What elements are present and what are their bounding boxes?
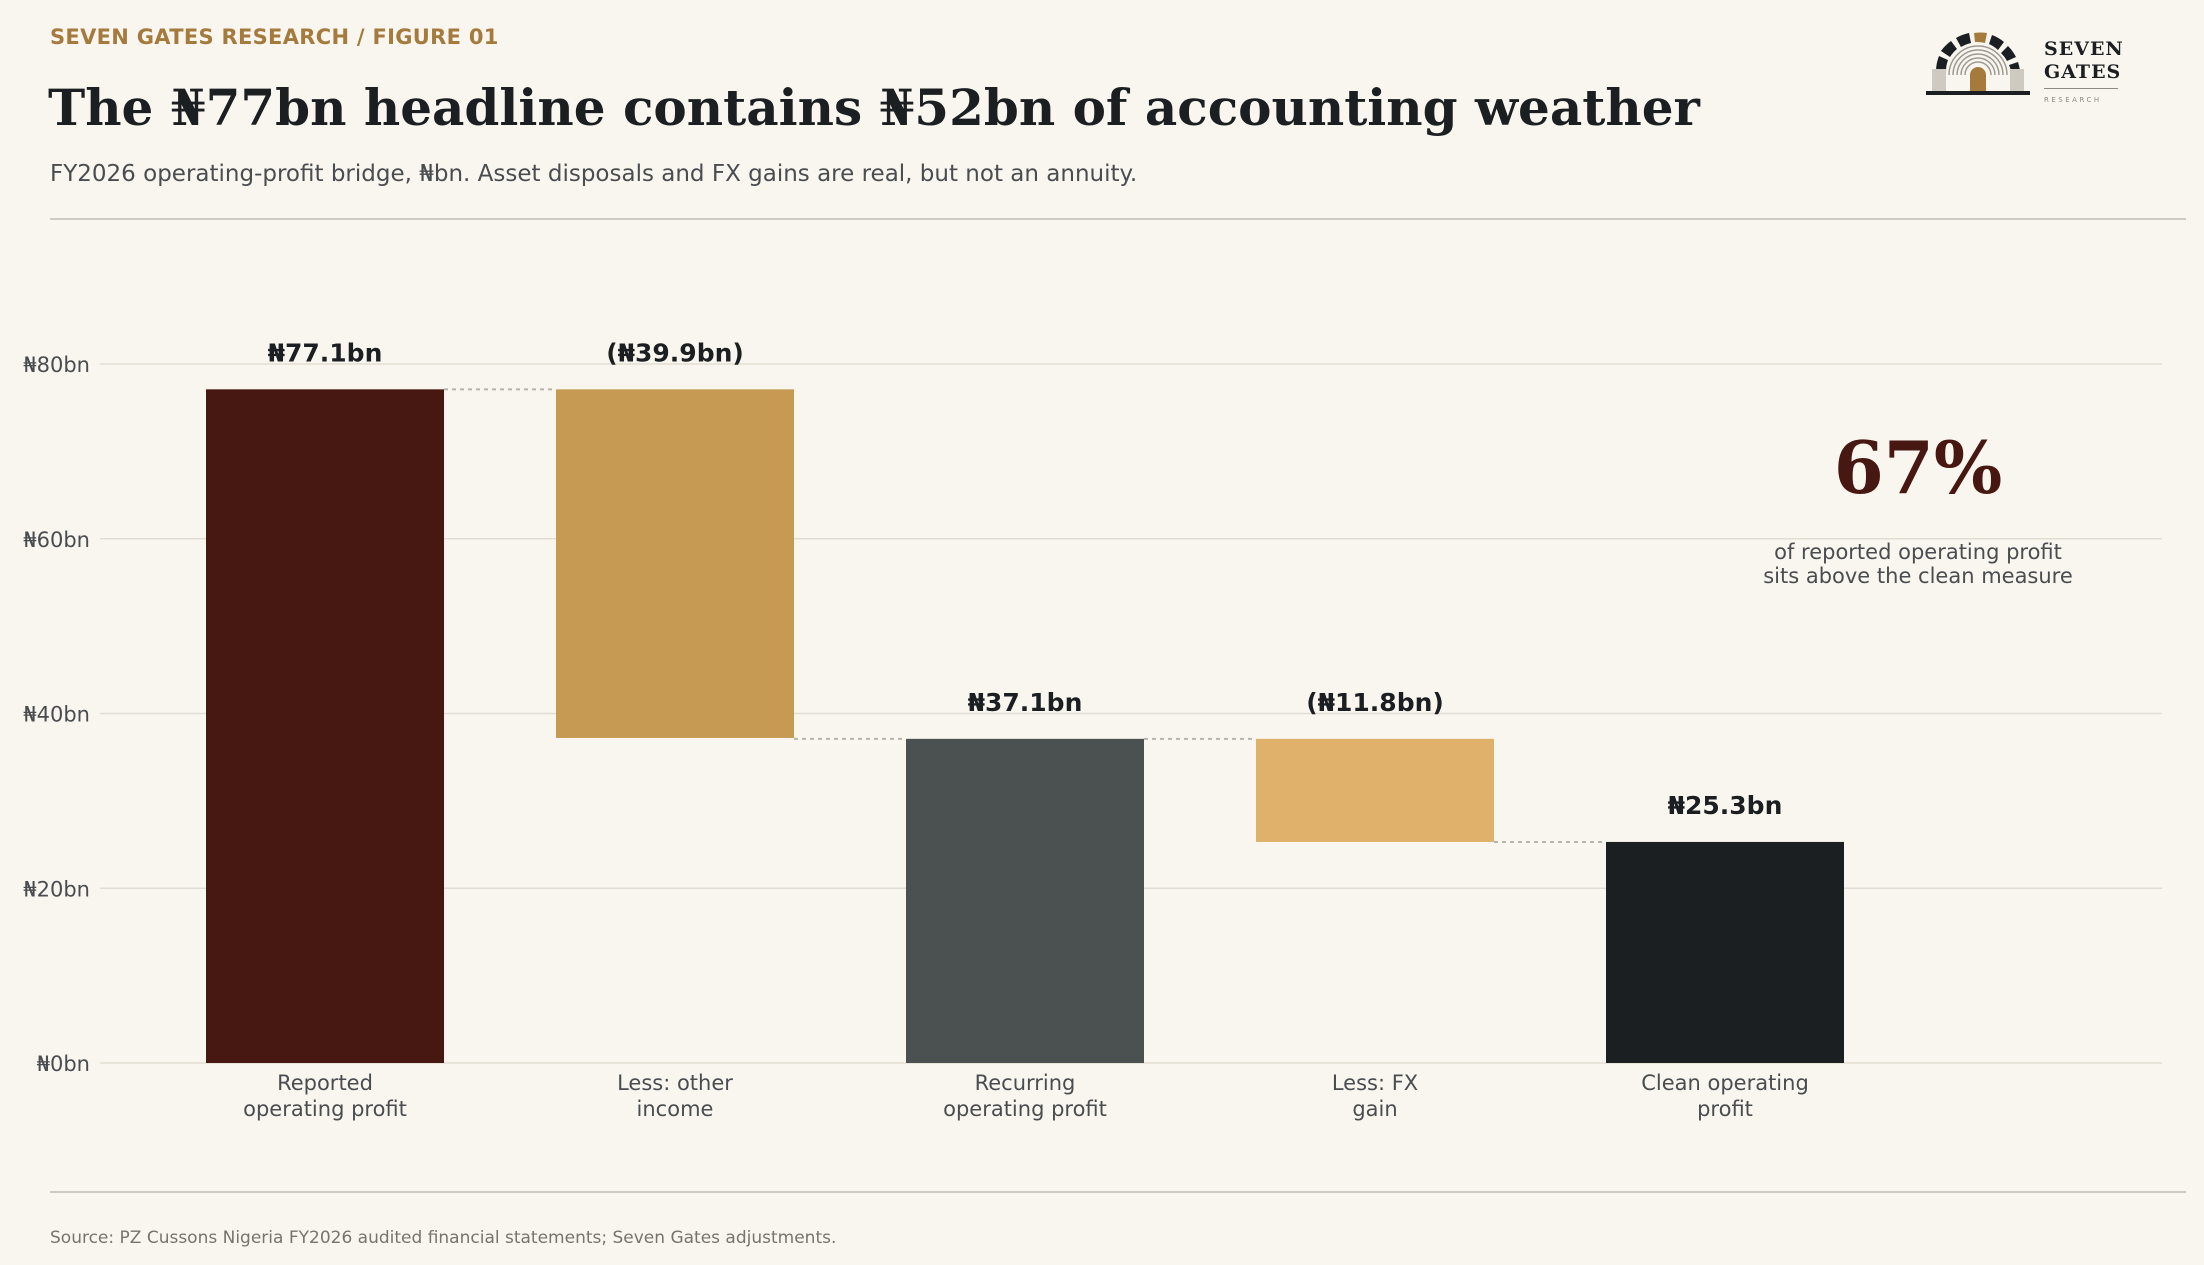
x-category-label: gain <box>1352 1097 1397 1121</box>
y-tick-label: ₦0bn <box>37 1052 90 1076</box>
bar <box>1256 738 1494 842</box>
y-tick-label: ₦40bn <box>23 703 90 727</box>
footer-divider <box>50 1191 2186 1193</box>
x-category-label: Reported <box>277 1071 373 1095</box>
callout-percentage: 67% <box>1833 425 2003 510</box>
x-category-label: Less: other <box>617 1071 733 1095</box>
x-category-label: operating profit <box>943 1097 1107 1121</box>
x-category-label: Clean operating <box>1641 1071 1809 1095</box>
source-note: Source: PZ Cussons Nigeria FY2026 audite… <box>50 1228 837 1248</box>
header-divider <box>50 218 2186 220</box>
callout-line-1: of reported operating profit <box>1774 540 2062 564</box>
callout-line-2: sits above the clean measure <box>1763 564 2073 588</box>
page-subtitle: FY2026 operating-profit bridge, ₦bn. Ass… <box>50 161 1138 187</box>
logo-line-2: GATES <box>2044 61 2122 83</box>
x-category-label: profit <box>1697 1097 1753 1121</box>
y-tick-label: ₦20bn <box>23 877 90 901</box>
callout-caption: of reported operating profit sits above … <box>1718 540 2118 588</box>
bar <box>206 389 444 1063</box>
x-category-label: Recurring <box>975 1071 1076 1095</box>
logo-subtitle: RESEARCH <box>2044 96 2102 104</box>
bar-value-label: ₦77.1bn <box>268 338 383 367</box>
bar-value-label: ₦37.1bn <box>968 688 1083 717</box>
y-tick-label: ₦60bn <box>23 528 90 552</box>
bar-value-label: ₦25.3bn <box>1668 791 1783 820</box>
bar <box>556 389 794 738</box>
seven-gates-logo-icon <box>1926 32 2030 95</box>
x-category-label: Less: FX <box>1332 1071 1418 1095</box>
report-kicker: SEVEN GATES RESEARCH / FIGURE 01 <box>50 25 499 49</box>
y-tick-label: ₦80bn <box>23 353 90 377</box>
bar-value-label: (₦39.9bn) <box>606 338 744 367</box>
bar <box>1606 841 1844 1063</box>
logo-divider <box>2044 88 2118 89</box>
logo-line-1: SEVEN <box>2044 38 2124 60</box>
logo-wordmark: SEVEN GATES <box>2044 38 2124 84</box>
bar-value-label: (₦11.8bn) <box>1306 688 1444 717</box>
x-category-label: income <box>637 1097 714 1121</box>
bar <box>906 738 1144 1063</box>
page-title: The ₦77bn headline contains ₦52bn of acc… <box>48 78 1700 137</box>
x-category-label: operating profit <box>243 1097 407 1121</box>
